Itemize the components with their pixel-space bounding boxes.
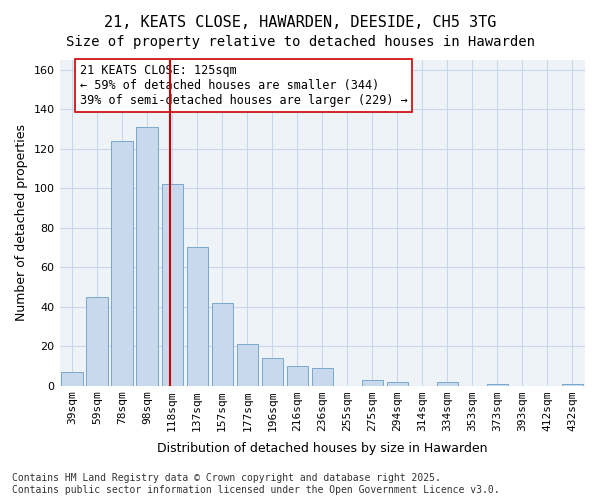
Bar xyxy=(187,248,208,386)
Bar xyxy=(86,296,108,386)
Bar xyxy=(562,384,583,386)
Text: 21, KEATS CLOSE, HAWARDEN, DEESIDE, CH5 3TG: 21, KEATS CLOSE, HAWARDEN, DEESIDE, CH5 … xyxy=(104,15,496,30)
Bar xyxy=(136,127,158,386)
Bar xyxy=(212,302,233,386)
X-axis label: Distribution of detached houses by size in Hawarden: Distribution of detached houses by size … xyxy=(157,442,488,455)
Bar xyxy=(387,382,408,386)
Bar xyxy=(262,358,283,386)
Bar xyxy=(61,372,83,386)
Bar xyxy=(362,380,383,386)
Bar xyxy=(311,368,333,386)
Bar xyxy=(236,344,258,386)
Bar xyxy=(487,384,508,386)
Bar xyxy=(161,184,183,386)
Y-axis label: Number of detached properties: Number of detached properties xyxy=(15,124,28,322)
Bar xyxy=(437,382,458,386)
Text: Contains HM Land Registry data © Crown copyright and database right 2025.
Contai: Contains HM Land Registry data © Crown c… xyxy=(12,474,500,495)
Bar xyxy=(287,366,308,386)
Text: 21 KEATS CLOSE: 125sqm
← 59% of detached houses are smaller (344)
39% of semi-de: 21 KEATS CLOSE: 125sqm ← 59% of detached… xyxy=(80,64,407,107)
Text: Size of property relative to detached houses in Hawarden: Size of property relative to detached ho… xyxy=(65,35,535,49)
Bar xyxy=(112,141,133,386)
